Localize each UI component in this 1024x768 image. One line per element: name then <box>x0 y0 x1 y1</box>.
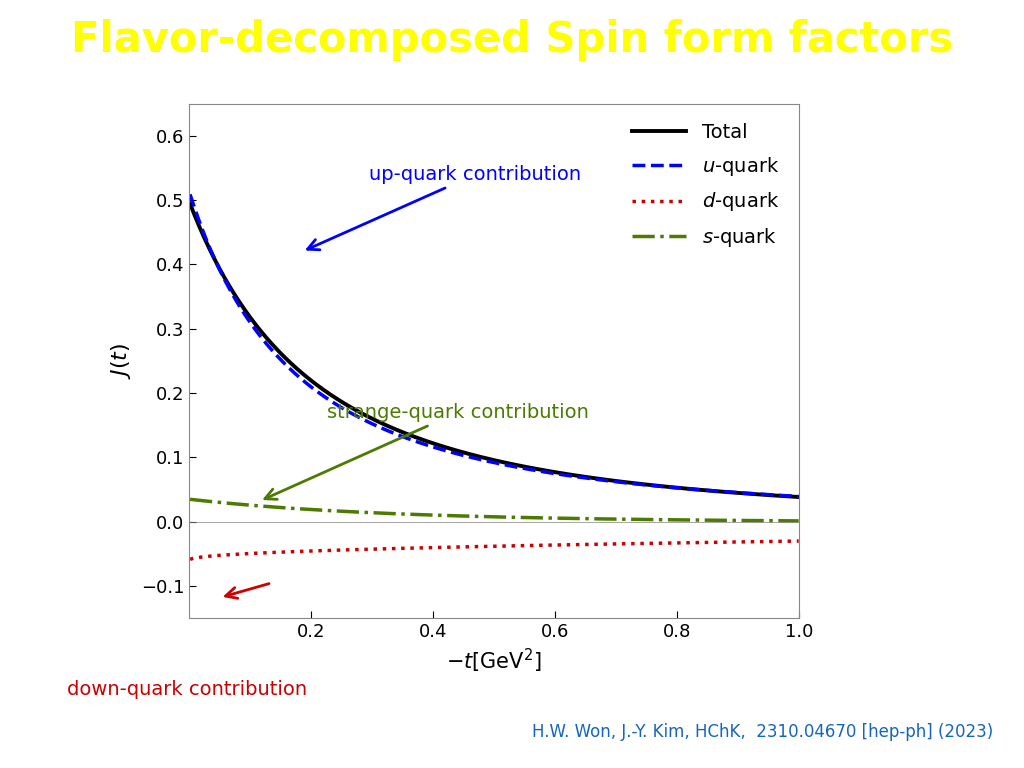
Text: Flavor-decomposed Spin form factors: Flavor-decomposed Spin form factors <box>71 19 953 61</box>
X-axis label: $-t[\mathrm{GeV}^2]$: $-t[\mathrm{GeV}^2]$ <box>446 647 542 675</box>
Text: strange-quark contribution: strange-quark contribution <box>265 403 589 499</box>
Legend: Total, $u$-quark, $d$-quark, $s$-quark: Total, $u$-quark, $d$-quark, $s$-quark <box>623 114 790 259</box>
Text: up-quark contribution: up-quark contribution <box>307 165 582 250</box>
Text: down-quark contribution: down-quark contribution <box>67 680 306 699</box>
Text: H.W. Won, J.-Y. Kim, HChK,  2310.04670 [hep-ph] (2023): H.W. Won, J.-Y. Kim, HChK, 2310.04670 [h… <box>532 723 993 741</box>
Y-axis label: $J(t)$: $J(t)$ <box>109 343 133 379</box>
